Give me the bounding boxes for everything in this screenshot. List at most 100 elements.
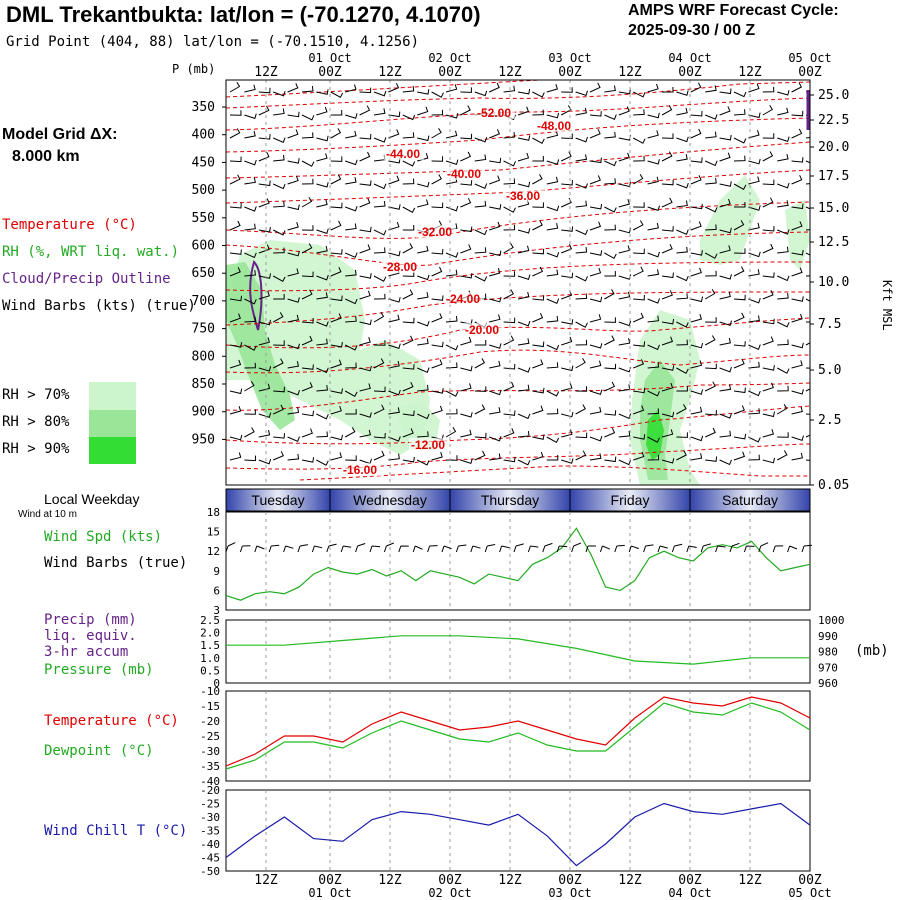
wind-barb: [229, 220, 241, 231]
wind-barb: [330, 313, 342, 323]
rh-region: [226, 240, 430, 455]
wind-barb: [460, 87, 472, 93]
wind-barb: [373, 386, 386, 393]
wind-barb-10m: [254, 545, 265, 553]
wind-barb: [359, 105, 371, 116]
bottom-time-tick-label: 00Z: [558, 873, 582, 888]
wind-barb: [402, 335, 414, 346]
wind-barb: [589, 435, 603, 442]
wind-barb: [589, 389, 603, 396]
kft-tick-label: 25.0: [818, 88, 849, 103]
wind-barb: [733, 387, 746, 394]
wind-barb: [704, 288, 716, 300]
wind-barb: [489, 314, 501, 323]
wind-barb: [489, 407, 501, 415]
wind-barb: [690, 360, 703, 369]
wind-barb: [647, 298, 660, 304]
wind-barb: [373, 311, 385, 323]
wind-barb: [805, 413, 810, 415]
top-time-tick-label: 12Z: [378, 65, 402, 80]
wind-barb: [532, 359, 544, 369]
wind-barb: [272, 183, 286, 190]
wind-barb: [301, 364, 314, 370]
bottom-time-tick-label: 12Z: [618, 873, 642, 888]
wind-barb: [589, 453, 602, 461]
wind-barb: [532, 405, 544, 415]
wind-barb: [546, 390, 560, 397]
wind-barb: [244, 362, 256, 369]
pressure-axis-label: P (mb): [172, 62, 216, 76]
wind-barb: [719, 106, 731, 116]
wind-barb-10m: [239, 545, 251, 553]
temperature-contour: [226, 117, 810, 153]
wind-barb-10m: [311, 545, 323, 553]
wind-barb: [359, 151, 371, 162]
wind-barb: [575, 432, 588, 439]
wind-barb: [762, 382, 774, 392]
wind-barb: [330, 405, 342, 415]
wind-barb: [733, 433, 747, 440]
wind-barb: [532, 312, 544, 323]
wind-barb: [777, 136, 790, 143]
legend-pressure: Pressure (mb): [44, 662, 154, 678]
wind-barb: [416, 413, 430, 420]
wind-barb: [503, 178, 516, 185]
wind-barb: [748, 251, 761, 258]
wind-barb: [777, 90, 790, 96]
wind-barb: [344, 427, 356, 438]
wind-barb: [503, 363, 516, 370]
wind-barb: [748, 315, 760, 323]
wind-barb: [676, 293, 688, 300]
wind-barb: [705, 224, 717, 231]
wind-barb: [301, 428, 313, 438]
pressure-tick-label: 700: [192, 294, 215, 309]
wind-barb: [748, 176, 760, 185]
wind-barb: [805, 367, 810, 369]
wind-barb: [647, 408, 660, 415]
contour-label: -32.00: [418, 225, 452, 239]
legend-wind-barbs: Wind Barbs (kts) (true): [2, 298, 196, 314]
pressure-tick-label: 850: [192, 377, 215, 392]
wind-barb: [503, 410, 516, 416]
wind-barb: [546, 176, 559, 185]
wind-barb-10m: [643, 544, 654, 553]
wind-barb: [359, 337, 371, 346]
temperature-tick-label: -30: [200, 745, 220, 758]
wind-barb: [791, 389, 804, 395]
wind-barb: [503, 242, 514, 254]
wind-barb: [777, 182, 790, 189]
wind-barb: [561, 383, 573, 392]
wind-barb: [229, 313, 241, 323]
wind-barb: [301, 132, 314, 139]
wind-barb: [647, 205, 660, 212]
wind-barb: [676, 339, 688, 346]
wind-barb: [402, 224, 415, 231]
wind-barb-10m: [571, 542, 582, 553]
wind-barb: [258, 226, 271, 233]
wind-barb: [661, 429, 674, 438]
wind-barb: [503, 271, 516, 277]
wind-barb: [244, 427, 255, 438]
wind-barb: [503, 428, 515, 438]
wind-barb: [503, 317, 516, 324]
wind-barb: [690, 435, 704, 442]
wind-barb: [244, 223, 256, 231]
contour-label: -52.00: [477, 106, 511, 120]
wind-barb: [517, 274, 531, 281]
wind-barb: [762, 104, 773, 116]
wind-barb: [704, 427, 716, 438]
wind-barb: [777, 153, 789, 162]
wind-barb: [748, 83, 760, 93]
wind-barb: [777, 246, 789, 254]
wind-barb: [777, 107, 789, 116]
wind-barb: [460, 133, 473, 140]
bottom-date-tick-label: 01 Oct: [308, 886, 351, 900]
wind-barb: [776, 275, 790, 282]
model-grid-label: Model Grid ΔX:: [2, 126, 118, 143]
wind-barb: [661, 336, 674, 346]
wind-barb: [316, 245, 328, 254]
wind-barb: [661, 382, 674, 392]
wind-barb: [733, 294, 746, 301]
wind-barb: [287, 343, 300, 350]
wind-barb: [546, 298, 560, 304]
